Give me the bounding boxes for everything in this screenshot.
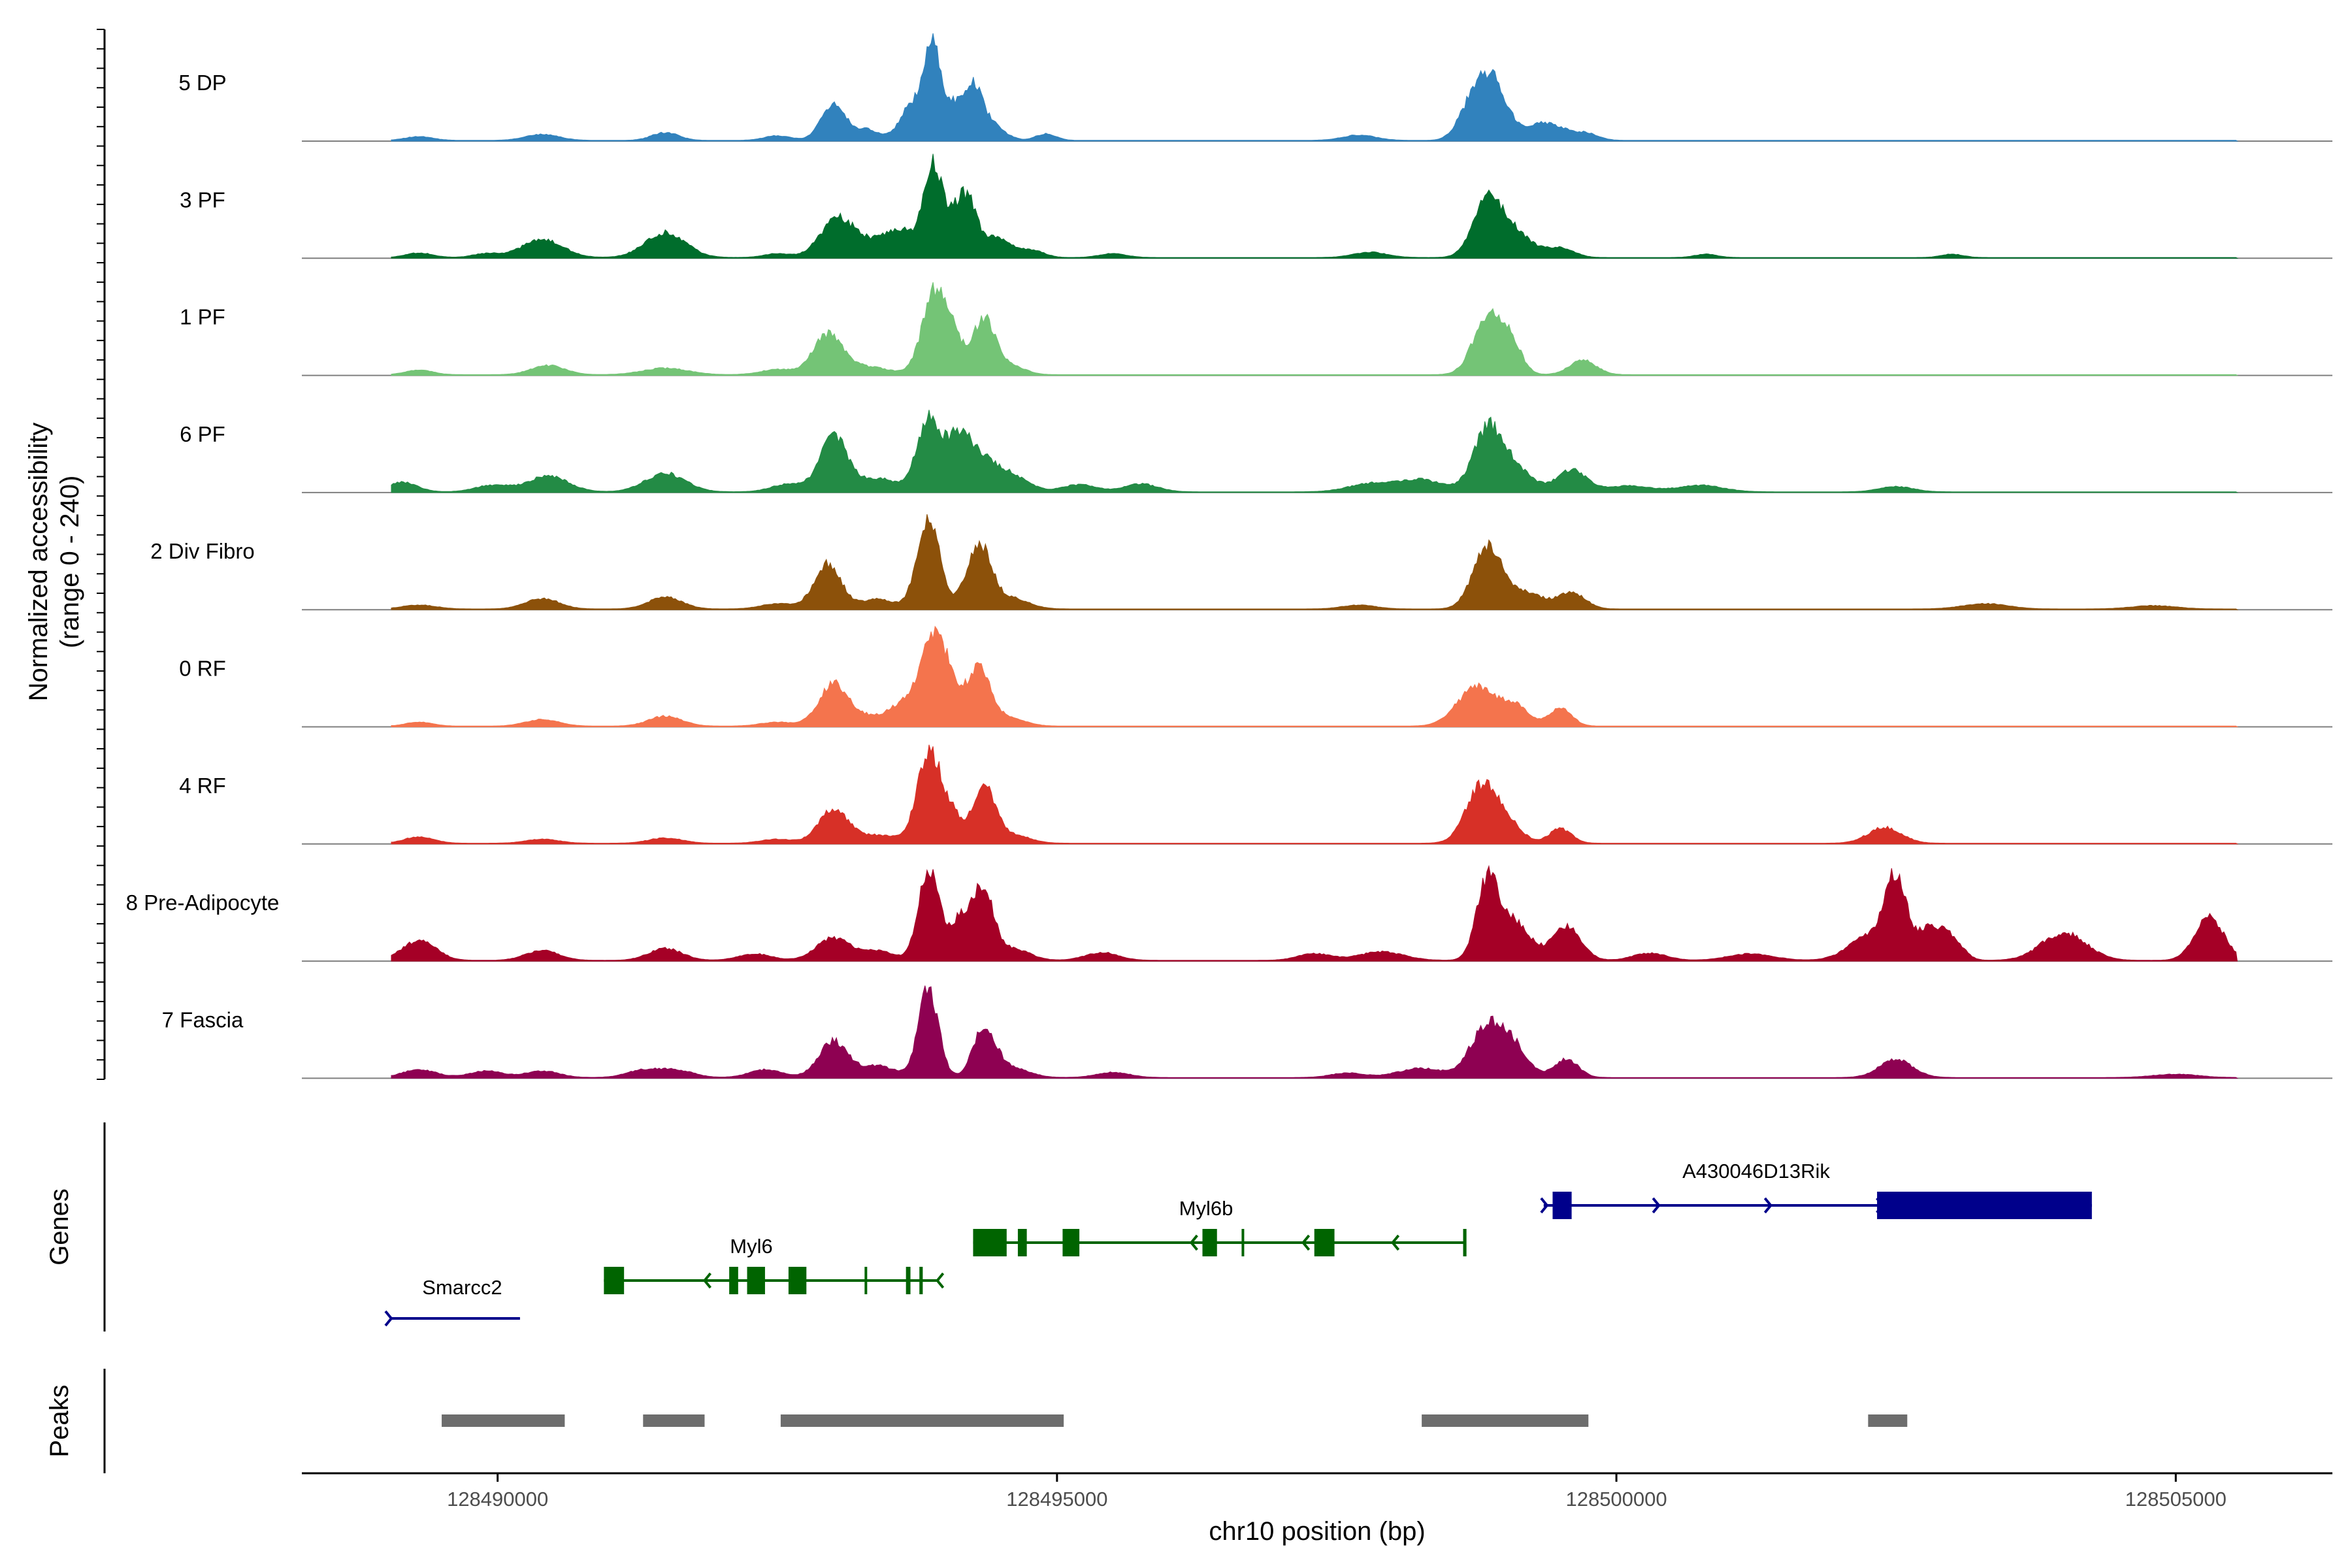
gene-exon [973,1229,1007,1256]
gene-label: Smarcc2 [422,1276,502,1299]
coverage-area [391,154,2239,259]
peak-regions [442,1414,1908,1427]
coverage-area [391,410,2239,493]
gene-label: Myl6b [1179,1197,1233,1220]
gene-exon [1062,1229,1080,1256]
coverage-area [391,625,2239,727]
peak-region-bar [1422,1414,1589,1427]
track-label: 6 PF [180,422,225,446]
gene-annotations: Smarcc2 Myl6 Myl6b A430046D13Rik [384,1160,2092,1327]
gene-label: A430046D13Rik [1682,1160,1830,1183]
strand-arrow-icon [789,1272,798,1289]
peak-region-bar [1868,1414,1908,1427]
coverage-track: 5 DP [178,33,2332,142]
x-axis: 128490000 128495000 128500000 128505000 [302,1472,2332,1511]
strand-arrow-icon [1763,1197,1772,1214]
x-axis-title: chr10 position (bp) [1209,1517,1425,1546]
coverage-area [391,33,2239,142]
gene-exon [1017,1229,1027,1256]
y-axis-title-line1: Normalized accessibility [24,423,53,702]
y-axis-title-line2: (range 0 - 240) [56,476,84,649]
peak-region-bar [643,1414,705,1427]
coverage-area [391,744,2239,845]
strand-arrow-icon [1652,1197,1661,1214]
gene-model: Smarcc2 [384,1276,520,1327]
gene-exon [1463,1229,1467,1256]
coverage-area [391,985,2239,1079]
x-tick-label: 128505000 [2125,1488,2227,1511]
gene-exon [747,1267,765,1294]
strand-arrow-icon [1876,1197,1885,1214]
gene-exon [864,1267,868,1294]
gene-exon [729,1267,738,1294]
coverage-y-axis [97,29,106,1080]
coverage-track: 0 RF [179,625,2332,728]
coverage-track: 1 PF [180,282,2332,376]
gene-exon [604,1267,625,1294]
track-label: 1 PF [180,305,225,329]
gene-model: Myl6b [973,1197,1467,1256]
coverage-area [391,514,2239,610]
gene-exon [1314,1229,1335,1256]
strand-arrow-icon [702,1272,712,1289]
peak-region-bar [780,1414,1064,1427]
track-label: 4 RF [179,774,226,798]
strand-arrow-icon [1301,1234,1311,1251]
coverage-track: 2 Div Fibro [150,514,2332,611]
track-label: 3 PF [180,188,225,212]
peaks-panel-title: Peaks [45,1384,74,1457]
strand-arrow-icon [1391,1234,1400,1251]
gene-exon [1241,1229,1245,1256]
peak-region-bar [442,1414,565,1427]
strand-arrow-icon [384,1310,393,1327]
track-label: 8 Pre-Adipocyte [126,890,280,915]
gene-model: Myl6 [604,1235,945,1294]
gene-model: A430046D13Rik [1540,1160,2092,1219]
coverage-track: 4 RF [179,744,2332,845]
gene-exon [1552,1192,1572,1219]
strand-arrow-icon [1540,1197,1549,1214]
x-tick-label: 128500000 [1565,1488,1667,1511]
x-tick-label: 128490000 [447,1488,548,1511]
strand-arrow-icon [1189,1234,1198,1251]
gene-exon [1877,1192,2092,1219]
track-label: 0 RF [179,657,226,681]
track-label: 2 Div Fibro [150,539,255,563]
coverage-track: 8 Pre-Adipocyte [126,864,2332,962]
coverage-area [391,282,2239,376]
coverage-track: 6 PF [180,410,2332,493]
coverage-area [391,864,2238,962]
strand-arrow-icon [936,1272,945,1289]
x-tick-label: 128495000 [1006,1488,1107,1511]
track-label: 5 DP [178,71,226,95]
gene-exon [919,1267,923,1294]
track-label: 7 Fascia [162,1007,244,1032]
gene-label: Myl6 [730,1235,772,1258]
gene-exon [1202,1229,1217,1256]
coverage-track: 3 PF [180,154,2332,259]
gene-exon [906,1267,911,1294]
genes-panel-title: Genes [45,1188,74,1266]
coverage-tracks: 5 DP 3 PF 1 PF 6 PF 2 Div Fibro 0 RF 4 RF 8 Pre… [126,33,2332,1079]
coverage-track: 7 Fascia [162,985,2332,1079]
